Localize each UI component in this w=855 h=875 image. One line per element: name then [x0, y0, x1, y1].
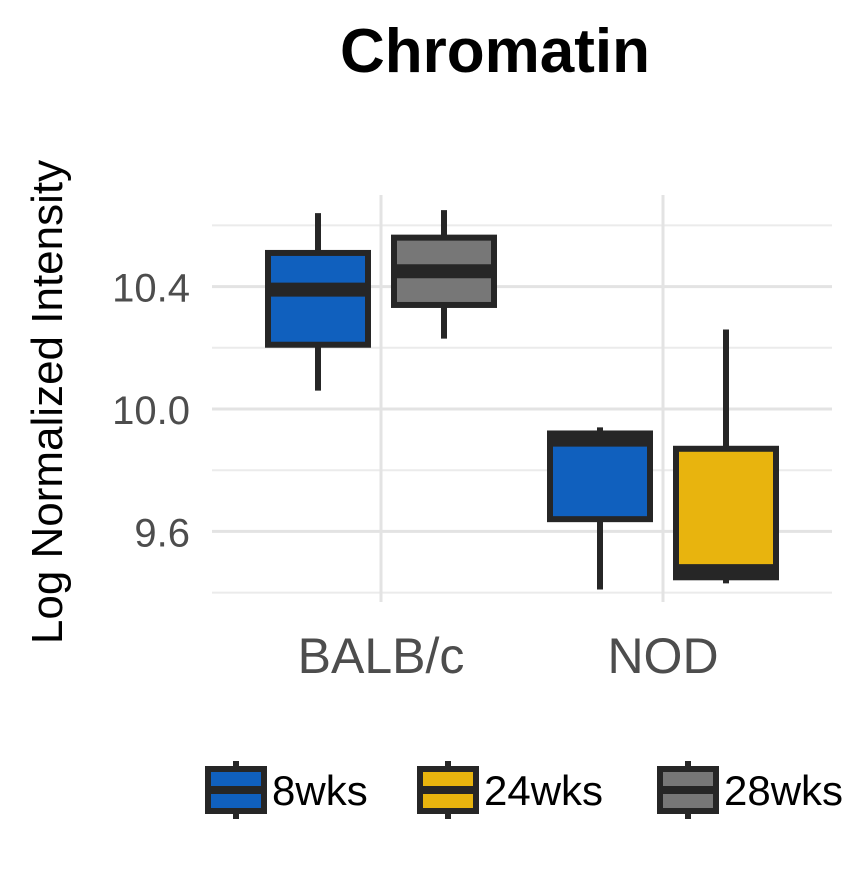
boxplot-8wks-balbc [265, 213, 371, 391]
y-tick-label: 10.0 [112, 389, 190, 433]
x-tick-label: NOD [607, 628, 718, 684]
chart-title: Chromatin [340, 17, 650, 86]
legend-item-8wks: 8wks [205, 761, 368, 819]
legend-item-28wks: 28wks [657, 761, 843, 819]
legend: 8wks 24wks 28wks [205, 761, 843, 819]
axis-layer: 9.6 10.0 10.4 BALB/c NOD [112, 267, 718, 684]
legend-label: 24wks [484, 767, 603, 814]
y-tick-label: 10.4 [112, 267, 190, 311]
y-tick-label: 9.6 [134, 511, 190, 555]
boxplot-8wks-nod [547, 427, 653, 590]
box [673, 445, 779, 581]
legend-label: 28wks [724, 767, 843, 814]
box [547, 430, 653, 523]
box [265, 249, 371, 348]
box-layer [265, 210, 779, 590]
x-tick-label: BALB/c [298, 628, 465, 684]
boxplot-24wks-nod [673, 329, 779, 584]
y-axis-label: Log Normalized Intensity [23, 160, 72, 644]
legend-item-24wks: 24wks [417, 761, 603, 819]
boxplot-28wks-balbc [391, 210, 497, 339]
legend-label: 8wks [272, 767, 368, 814]
